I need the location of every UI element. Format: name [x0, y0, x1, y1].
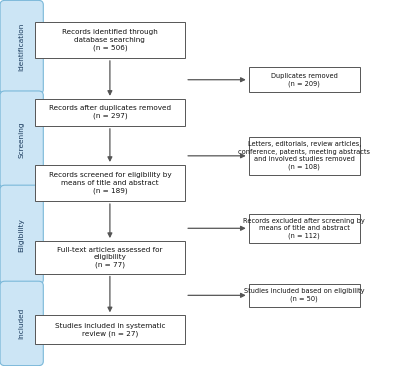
Text: Eligibility: Eligibility: [19, 218, 25, 251]
Text: Records excluded after screening by
means of title and abstract
(n = 112): Records excluded after screening by mean…: [243, 217, 365, 239]
Bar: [249, 214, 360, 243]
Text: Studies included based on eligibility
(n = 50): Studies included based on eligibility (n…: [244, 288, 364, 302]
Text: Screening: Screening: [19, 121, 25, 158]
FancyBboxPatch shape: [0, 185, 43, 284]
Bar: [34, 165, 185, 201]
FancyBboxPatch shape: [0, 91, 43, 188]
Bar: [34, 241, 185, 274]
Text: Duplicates removed
(n = 209): Duplicates removed (n = 209): [271, 73, 338, 87]
Text: Included: Included: [19, 308, 25, 339]
Text: Records screened for eligibility by
means of title and abstract
(n = 189): Records screened for eligibility by mean…: [48, 172, 171, 194]
Bar: [249, 284, 360, 307]
Text: Studies included in systematic
review (n = 27): Studies included in systematic review (n…: [55, 323, 165, 337]
Text: Letters, editorials, review articles,
conference, patents, meeting abstracts
and: Letters, editorials, review articles, co…: [238, 141, 370, 170]
Bar: [249, 137, 360, 175]
Bar: [34, 315, 185, 344]
Text: Records after duplicates removed
(n = 297): Records after duplicates removed (n = 29…: [49, 105, 171, 119]
Text: Records identified through
database searching
(n = 506): Records identified through database sear…: [62, 29, 158, 51]
Bar: [34, 99, 185, 126]
Bar: [34, 22, 185, 58]
Bar: [249, 67, 360, 92]
FancyBboxPatch shape: [0, 281, 43, 366]
Text: Full-text articles assessed for
eligibility
(n = 77): Full-text articles assessed for eligibil…: [57, 247, 163, 268]
FancyBboxPatch shape: [0, 0, 43, 94]
Text: Identification: Identification: [19, 23, 25, 71]
